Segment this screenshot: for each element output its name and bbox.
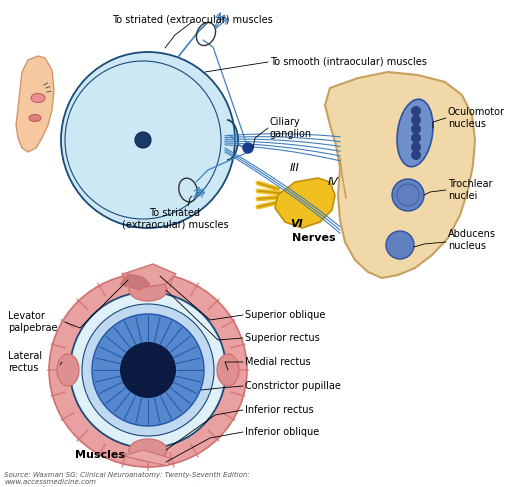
Ellipse shape xyxy=(129,439,167,461)
Ellipse shape xyxy=(49,273,247,467)
Polygon shape xyxy=(123,264,176,287)
Circle shape xyxy=(411,115,421,125)
Text: Levator
palpebrae: Levator palpebrae xyxy=(8,311,58,333)
Text: Muscles: Muscles xyxy=(75,450,125,460)
Polygon shape xyxy=(120,274,150,290)
Text: III: III xyxy=(290,163,300,173)
Text: Source: Waxman SG: Clinical Neuroanatomy: Twenty-Seventh Edition:
www.accessmedi: Source: Waxman SG: Clinical Neuroanatomy… xyxy=(4,472,250,487)
Ellipse shape xyxy=(29,114,41,121)
Text: IV: IV xyxy=(328,177,339,187)
Circle shape xyxy=(411,150,421,160)
Text: Abducens
nucleus: Abducens nucleus xyxy=(448,229,496,251)
Circle shape xyxy=(411,142,421,152)
Text: Inferior rectus: Inferior rectus xyxy=(245,405,314,415)
Text: Lateral
rectus: Lateral rectus xyxy=(8,351,42,373)
Text: Medial rectus: Medial rectus xyxy=(245,357,310,367)
Text: Nerves: Nerves xyxy=(292,233,335,243)
Ellipse shape xyxy=(31,94,45,102)
Polygon shape xyxy=(16,56,54,152)
Circle shape xyxy=(392,179,424,211)
Circle shape xyxy=(120,342,176,398)
Ellipse shape xyxy=(217,354,239,386)
Text: To smooth (intraocular) muscles: To smooth (intraocular) muscles xyxy=(270,57,427,67)
Circle shape xyxy=(82,304,214,436)
Text: Inferior oblique: Inferior oblique xyxy=(245,427,319,437)
Text: To striated (extraocular) muscles: To striated (extraocular) muscles xyxy=(112,14,272,24)
Text: Superior rectus: Superior rectus xyxy=(245,333,320,343)
Text: Oculomotor
nucleus: Oculomotor nucleus xyxy=(448,107,505,129)
Polygon shape xyxy=(275,178,335,228)
Polygon shape xyxy=(123,450,170,466)
Text: VI: VI xyxy=(290,219,303,229)
Circle shape xyxy=(70,292,226,448)
Ellipse shape xyxy=(57,354,79,386)
Circle shape xyxy=(135,132,151,148)
Circle shape xyxy=(411,106,421,116)
Circle shape xyxy=(92,314,204,426)
Text: To striated
(extraocular) muscles: To striated (extraocular) muscles xyxy=(122,208,228,229)
Circle shape xyxy=(386,231,414,259)
Ellipse shape xyxy=(61,52,235,228)
Circle shape xyxy=(243,143,253,153)
Ellipse shape xyxy=(397,99,433,167)
Text: Ciliary
ganglion: Ciliary ganglion xyxy=(270,117,312,139)
Ellipse shape xyxy=(129,279,167,301)
Text: Constrictor pupillae: Constrictor pupillae xyxy=(245,381,341,391)
Circle shape xyxy=(411,133,421,143)
Text: Trochlear
nuclei: Trochlear nuclei xyxy=(448,179,492,201)
Circle shape xyxy=(411,124,421,134)
Text: Superior oblique: Superior oblique xyxy=(245,310,326,320)
Polygon shape xyxy=(325,72,475,278)
